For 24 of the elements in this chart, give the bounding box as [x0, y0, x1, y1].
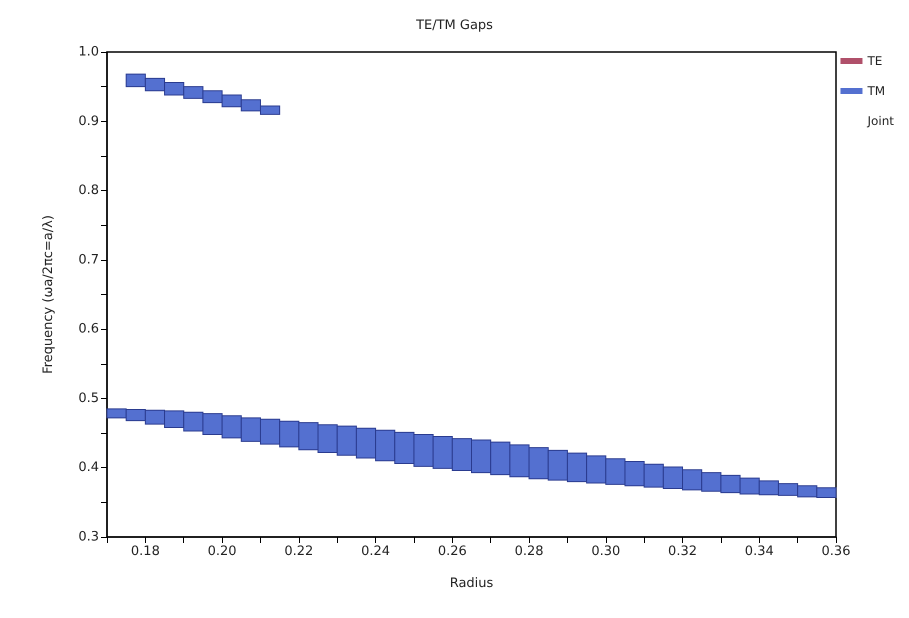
y-tick-label: 0.3 — [78, 530, 99, 544]
x-tick-label: 0.24 — [361, 544, 390, 559]
x-tick-label: 0.28 — [514, 544, 544, 559]
y-tick-label: 0.7 — [78, 252, 99, 268]
y-tick-label: 0.4 — [78, 460, 99, 476]
y-tick-label: 0.6 — [78, 322, 99, 337]
y-tick-label: 1.0 — [78, 44, 99, 60]
y-axis-title: Frequency (ωa/2πc=a/λ) — [41, 215, 56, 374]
x-axis-title: Radius — [450, 576, 494, 591]
y-tick-label: 0.5 — [78, 390, 99, 406]
x-tick-label: 0.26 — [438, 544, 467, 559]
text: Joint — [866, 114, 894, 128]
chart-title: TE/TM Gaps — [415, 18, 494, 33]
y-tick-label: 0.8 — [78, 183, 99, 198]
x-tick-label: 0.22 — [284, 544, 314, 559]
y-tick-label: 0.9 — [78, 114, 99, 129]
x-tick-label: 0.18 — [130, 544, 160, 559]
x-tick-label: 0.34 — [744, 544, 774, 559]
x-tick-label: 0.36 — [822, 544, 850, 559]
legend-label: TE — [866, 54, 882, 68]
legend-label: TM — [866, 84, 886, 98]
x-tick-label: 0.32 — [668, 544, 698, 559]
x-tick-label: 0.30 — [591, 544, 620, 559]
x-tick-label: 0.20 — [208, 544, 237, 559]
